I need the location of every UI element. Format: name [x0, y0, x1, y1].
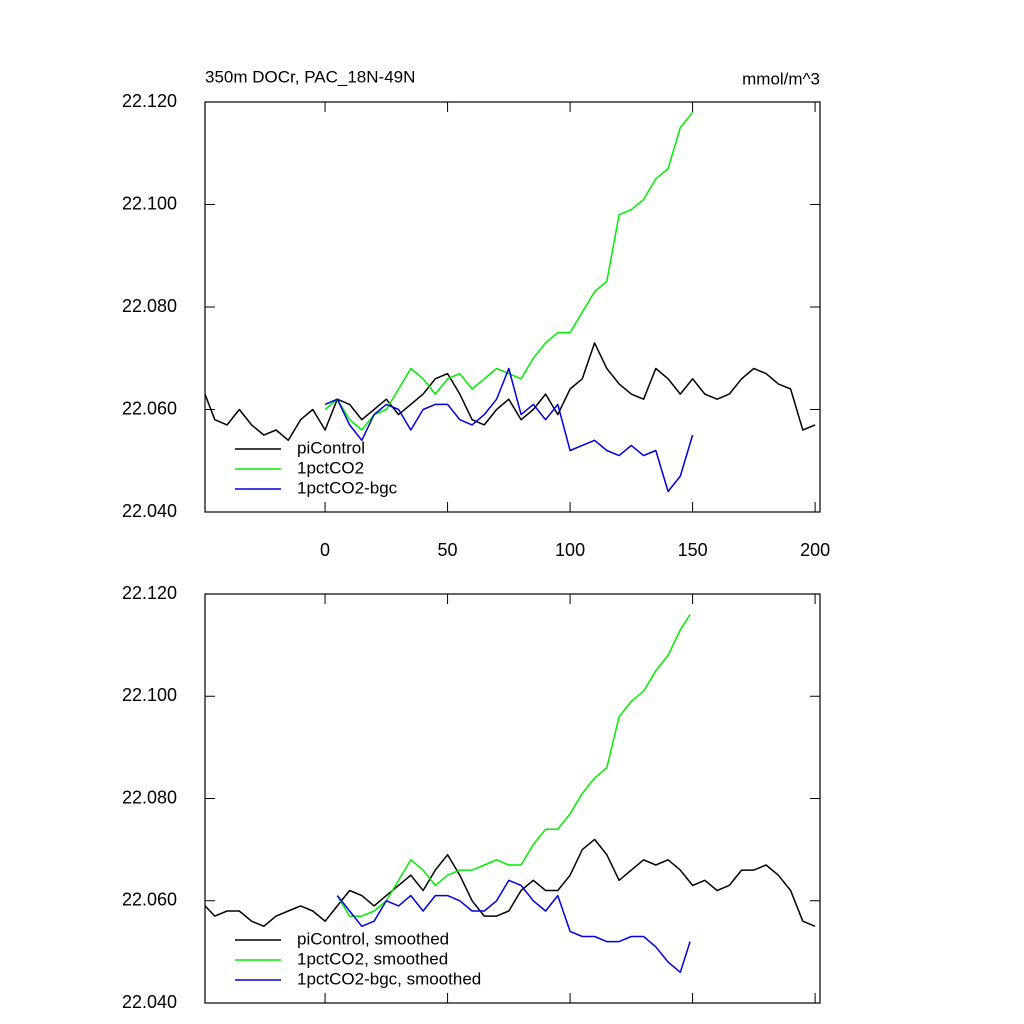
y-tick-label: 22.060 [122, 890, 177, 910]
x-tick-label: 0 [320, 540, 330, 560]
x-tick-label: 100 [555, 540, 585, 560]
y-tick-label: 22.040 [122, 992, 177, 1012]
legend-label: 1pctCO2, smoothed [297, 949, 448, 968]
units-label: mmol/m^3 [742, 69, 820, 88]
plot-frame [204, 593, 821, 1004]
y-tick-label: 22.100 [122, 193, 177, 213]
plot-frame [204, 101, 821, 513]
y-tick-label: 22.080 [122, 787, 177, 807]
series-line [336, 879, 691, 974]
series-line [324, 367, 694, 493]
y-tick-label: 22.100 [122, 685, 177, 705]
y-tick-label: 22.040 [122, 501, 177, 521]
x-tick-label: 150 [678, 540, 708, 560]
y-tick-label: 22.060 [122, 398, 177, 418]
legend-label: piControl [297, 438, 365, 457]
chart-title: 350m DOCr, PAC_18N-49N [205, 67, 415, 86]
x-tick-label: 50 [438, 540, 458, 560]
legend-label: piControl, smoothed [297, 929, 449, 948]
y-tick-label: 22.120 [122, 583, 177, 603]
series-line [204, 838, 816, 928]
y-tick-label: 22.120 [122, 91, 177, 111]
legend-label: 1pctCO2-bgc [297, 478, 398, 497]
series-line [204, 342, 816, 442]
y-tick-label: 22.080 [122, 296, 177, 316]
legend-label: 1pctCO2 [297, 458, 364, 477]
series-line [336, 614, 691, 917]
legend-label: 1pctCO2-bgc, smoothed [297, 969, 481, 988]
x-tick-label: 200 [800, 540, 830, 560]
series-line [324, 111, 694, 431]
